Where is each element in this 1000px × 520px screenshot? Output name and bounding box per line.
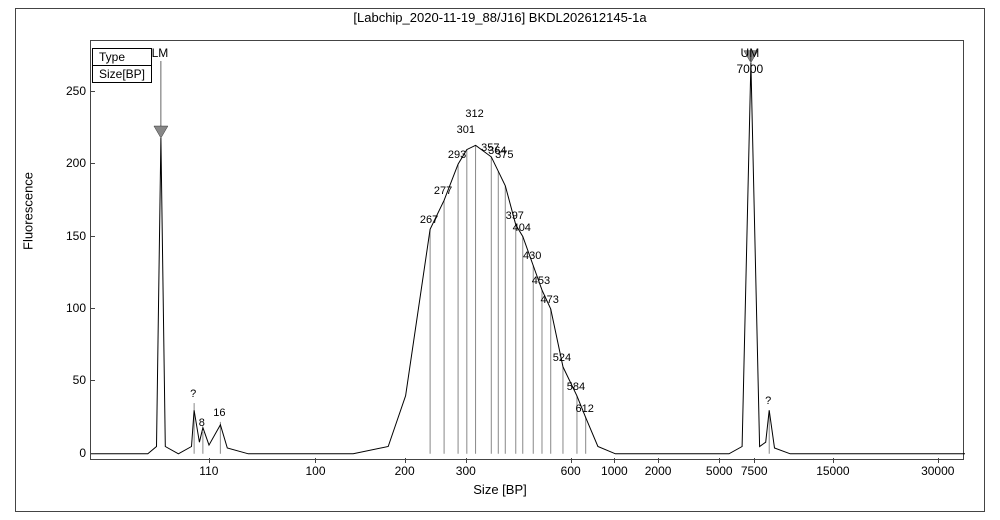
peak-label: 584 bbox=[567, 381, 585, 393]
x-tick-label: 2000 bbox=[645, 464, 672, 478]
peak-label: 524 bbox=[553, 352, 571, 364]
x-tick-label: 200 bbox=[395, 464, 415, 478]
x-tick-mark bbox=[658, 458, 659, 463]
x-tick-mark bbox=[209, 458, 210, 463]
legend-line-type: Type bbox=[93, 49, 151, 66]
legend-box: Type Size[BP] bbox=[92, 48, 152, 83]
y-tick-label: 200 bbox=[46, 156, 86, 170]
peak-label: 473 bbox=[541, 294, 559, 306]
x-tick-mark bbox=[719, 458, 720, 463]
peak-label: ? bbox=[190, 388, 196, 400]
y-tick-mark bbox=[90, 308, 95, 309]
legend-line-size: Size[BP] bbox=[93, 66, 151, 82]
peak-label: 375 bbox=[495, 149, 513, 161]
peak-label: 267 bbox=[420, 214, 438, 226]
x-tick-mark bbox=[466, 458, 467, 463]
marker-value: 7000 bbox=[737, 62, 764, 76]
y-tick-mark bbox=[90, 453, 95, 454]
x-tick-mark bbox=[405, 458, 406, 463]
peak-label: 612 bbox=[575, 403, 593, 415]
x-tick-mark bbox=[833, 458, 834, 463]
x-axis-title: Size [BP] bbox=[0, 482, 1000, 497]
peak-label: 404 bbox=[513, 222, 531, 234]
peak-label: 293 bbox=[448, 149, 466, 161]
x-tick-label: 15000 bbox=[816, 464, 849, 478]
peak-label: 8 bbox=[199, 417, 205, 429]
peak-label: 277 bbox=[434, 185, 452, 197]
x-tick-mark bbox=[938, 458, 939, 463]
peak-label: 301 bbox=[457, 124, 475, 136]
x-tick-label: 600 bbox=[561, 464, 581, 478]
y-axis-title: Fluorescence bbox=[21, 172, 36, 250]
peak-label: 453 bbox=[532, 275, 550, 287]
y-tick-label: 100 bbox=[46, 301, 86, 315]
y-tick-mark bbox=[90, 380, 95, 381]
x-tick-mark bbox=[614, 458, 615, 463]
y-tick-label: 250 bbox=[46, 84, 86, 98]
y-tick-mark bbox=[90, 91, 95, 92]
x-tick-mark bbox=[315, 458, 316, 463]
marker-label: UM bbox=[741, 46, 760, 60]
x-tick-label: 5000 bbox=[706, 464, 733, 478]
x-tick-label: 1000 bbox=[601, 464, 628, 478]
peak-label: 397 bbox=[506, 210, 524, 222]
y-tick-label: 50 bbox=[46, 373, 86, 387]
y-tick-label: 150 bbox=[46, 229, 86, 243]
chart-title: [Labchip_2020-11-19_88/J16] BKDL20261214… bbox=[0, 10, 1000, 25]
y-tick-mark bbox=[90, 163, 95, 164]
x-tick-label: 110 bbox=[199, 464, 218, 478]
y-tick-label: 0 bbox=[46, 446, 86, 460]
peak-label: 312 bbox=[465, 108, 483, 120]
peak-label: ? bbox=[765, 395, 771, 407]
x-tick-label: 300 bbox=[456, 464, 476, 478]
x-tick-mark bbox=[754, 458, 755, 463]
y-tick-mark bbox=[90, 236, 95, 237]
peak-label: 16 bbox=[213, 407, 225, 419]
x-tick-label: 7500 bbox=[741, 464, 768, 478]
x-tick-mark bbox=[571, 458, 572, 463]
peak-label: 430 bbox=[523, 250, 541, 262]
x-tick-label: 30000 bbox=[921, 464, 954, 478]
x-tick-label: 100 bbox=[305, 464, 325, 478]
marker-label: LM bbox=[152, 46, 169, 60]
